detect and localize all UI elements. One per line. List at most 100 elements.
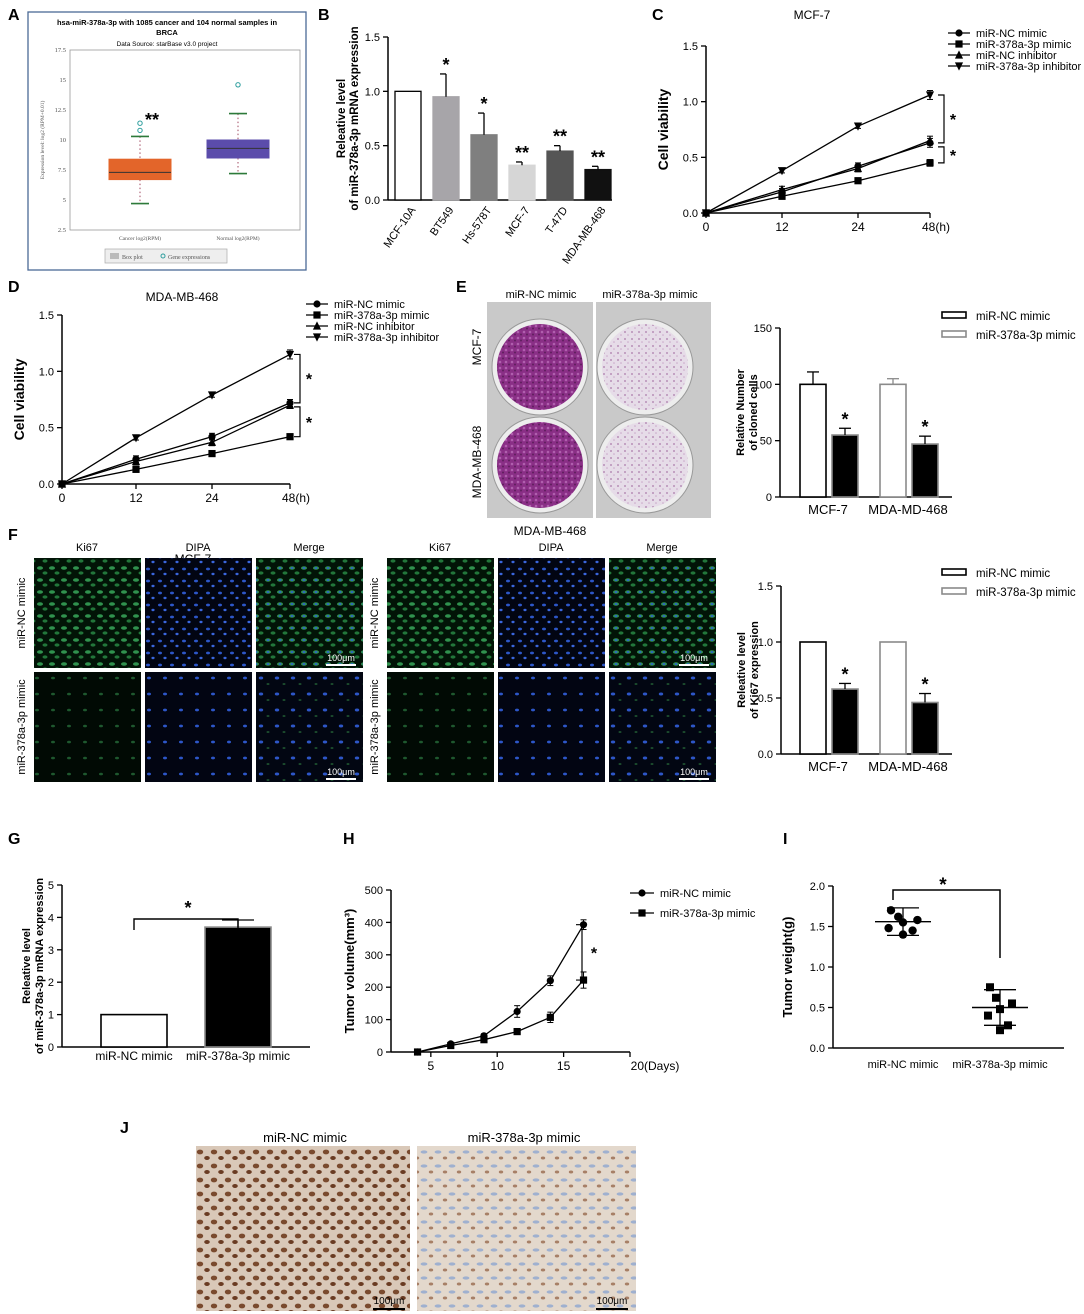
panelH-point: [513, 1027, 521, 1036]
panelE-image-divider: [593, 302, 596, 518]
panelF-left-image: [34, 672, 141, 782]
panelC-y-tick-label: 0.5: [683, 152, 698, 164]
panelB-significance: **: [553, 127, 567, 147]
panelD-point: [57, 480, 67, 489]
panelF-bar: [911, 701, 939, 755]
panelE-y-tick-label: 150: [754, 323, 772, 335]
panelE-bar: [911, 443, 939, 498]
panelE-legend-label: miR-378a-3p mimic: [976, 330, 1076, 342]
panelD-legend-marker: [313, 300, 321, 308]
panelF-bar: [799, 641, 827, 755]
panelD-point: [285, 350, 295, 360]
panelH-x-tick-label: 10: [491, 1059, 505, 1073]
panelA-outlier: [137, 127, 143, 134]
panelG-y-axis-label: Releative levelof miR-378a-3p mRNA expre…: [21, 878, 46, 1055]
panelE-significance: *: [921, 417, 928, 437]
panelF-legend-label: miR-378a-3p mimic: [976, 587, 1076, 599]
panelF-scale-label: 100μm: [680, 767, 708, 777]
panelH-legend-marker: [638, 909, 646, 917]
panelH-point: [579, 976, 588, 984]
panelJ-scale-label: 100μm: [597, 1296, 628, 1307]
panelI-x-tick-label: miR-378a-3p mimic: [952, 1059, 1048, 1071]
panelC-x-tick-label: 48(h): [922, 220, 950, 234]
panelB-y-tick-label: 1.0: [365, 86, 380, 98]
panelB-y-axis-label: Releative levelof miR-378a-3p mRNA expre…: [336, 26, 361, 210]
panel-letter-A: A: [8, 7, 20, 24]
panelD-point: [207, 391, 217, 400]
panelE-significance: *: [841, 409, 848, 429]
panelF-right-title: MDA-MB-468: [514, 524, 587, 538]
panelI-point: [996, 1005, 1004, 1014]
panelE-column-label: miR-NC mimic: [506, 289, 577, 301]
panelE-y-axis-label: Relative Numberof cloned cells: [735, 368, 760, 456]
panelC-series-line: [705, 140, 931, 214]
panelD-significance-bracket: [294, 353, 301, 404]
panelE-row-label: MCF-7: [470, 328, 484, 365]
panelB-bar-MCF-10A: [394, 90, 422, 201]
panelC-legend-label: miR-NC inhibitor: [976, 50, 1057, 62]
panelE-bar: [831, 434, 859, 498]
panelF-y-tick-label: 0.5: [758, 693, 773, 705]
panelC-legend-marker: [954, 62, 964, 71]
panelC-y-tick-label: 1.5: [683, 41, 698, 53]
panelH-y-tick-label: 500: [365, 885, 383, 897]
panelG-x-tick-label: miR-NC mimic: [95, 1049, 172, 1063]
panelI-point: [908, 926, 917, 935]
panelF-y-axis-label: Releative levelof Ki67 expression: [736, 621, 761, 719]
panelF-right-row-label: miR-378a-3p mimic: [369, 679, 381, 775]
panelI-point: [992, 993, 1000, 1002]
panelB-y-tick-label: 0.0: [365, 195, 380, 207]
panelH-y-axis-label: Tumor volume(mm³): [342, 909, 357, 1034]
panelF-left-column-label: Ki67: [76, 542, 98, 554]
panelE-y-axis-label-line: of cloned cells: [748, 374, 760, 450]
panelC-y-axis-label: Cell viability: [655, 88, 671, 170]
panelH-y-tick-label: 0: [377, 1047, 383, 1059]
panelF-right-row-label: miR-NC mimic: [369, 577, 381, 648]
panelF-right-column-label: DIPA: [539, 542, 565, 554]
panelC-legend-marker: [955, 40, 963, 48]
panelA-box-1: [206, 139, 270, 159]
panelC-point: [926, 159, 934, 167]
panelD-series-line: [61, 353, 291, 485]
panelD-significance-bracket: [294, 406, 301, 438]
panelD-point: [208, 449, 216, 458]
panelA-legend-gene-label: Gene expressions: [168, 255, 211, 261]
panelE-well-3: [602, 422, 688, 508]
panelD-legend-label: miR-NC inhibitor: [334, 321, 415, 333]
panelH-significance: *: [591, 945, 598, 962]
panelD-point: [285, 400, 295, 409]
panelA-y-tick-label: 5: [63, 197, 66, 204]
panelF-legend-label: miR-NC mimic: [976, 568, 1050, 580]
panelB-x-tick-label: Hs-578T: [460, 205, 494, 247]
panelF-legend-swatch: [941, 587, 967, 595]
panelA-significance: **: [145, 110, 159, 130]
panelB-bar-MCF-7: [508, 164, 536, 201]
panelF-left-column-label: Merge: [293, 542, 324, 554]
panelC-legend-label: miR-378a-3p mimic: [976, 39, 1072, 51]
panelF-right-column-label: Ki67: [429, 542, 451, 554]
panelD-point: [132, 465, 140, 473]
panelD-point: [131, 456, 141, 466]
panelI-point: [996, 1026, 1004, 1035]
panelA-title-line2: BRCA: [156, 28, 178, 37]
panelB-significance: *: [442, 55, 449, 75]
panel-letter-I: I: [783, 831, 787, 848]
panelF-scale-label: 100μm: [327, 767, 355, 777]
panelB-y-tick-label: 0.5: [365, 141, 380, 153]
panelF-bar: [879, 641, 907, 755]
panelF-right-image: [498, 558, 605, 668]
panelA-y-tick-label: 15: [60, 77, 67, 84]
panelE-x-tick-label: MDA-MD-468: [868, 502, 947, 517]
panelF-right-image: [609, 672, 716, 782]
panelD-legend-label: miR-378a-3p mimic: [334, 310, 430, 322]
panelD-y-tick-label: 0.0: [39, 479, 54, 491]
panelG-y-tick-label: 1: [48, 1010, 54, 1022]
panelE-column-label: miR-378a-3p mimic: [602, 289, 698, 301]
panelF-right-column-label: Merge: [646, 542, 677, 554]
panelC-point: [925, 136, 935, 145]
panelG-significance-bracket: [133, 918, 239, 930]
panelA-outlier: [137, 120, 143, 126]
panelF-scale-label: 100μm: [327, 653, 355, 663]
panelF-left-image: [256, 558, 363, 668]
